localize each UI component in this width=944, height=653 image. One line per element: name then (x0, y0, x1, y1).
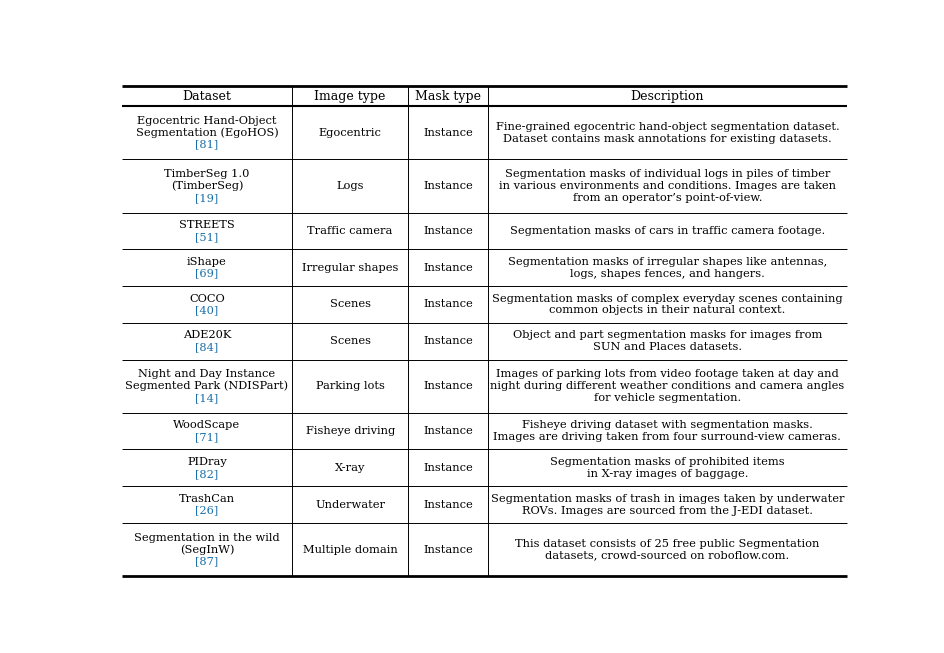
Text: in X-ray images of baggage.: in X-ray images of baggage. (586, 469, 748, 479)
Text: Segmentation masks of prohibited items: Segmentation masks of prohibited items (549, 457, 784, 467)
Text: TrashCan: TrashCan (178, 494, 235, 503)
Text: Instance: Instance (423, 181, 472, 191)
Text: common objects in their natural context.: common objects in their natural context. (548, 306, 784, 315)
Text: Mask type: Mask type (414, 89, 480, 103)
Text: Segmentation masks of cars in traffic camera footage.: Segmentation masks of cars in traffic ca… (509, 226, 824, 236)
Text: Scenes: Scenes (329, 300, 370, 310)
Text: Underwater: Underwater (315, 500, 385, 509)
Text: [87]: [87] (195, 556, 218, 566)
Text: Instance: Instance (423, 463, 472, 473)
Text: Logs: Logs (336, 181, 363, 191)
Text: Segmentation masks of irregular shapes like antennas,: Segmentation masks of irregular shapes l… (507, 257, 826, 267)
Text: [81]: [81] (195, 140, 218, 150)
Text: Fisheye driving: Fisheye driving (305, 426, 395, 436)
Text: datasets, crowd-sourced on roboflow.com.: datasets, crowd-sourced on roboflow.com. (545, 550, 788, 560)
Text: Instance: Instance (423, 381, 472, 391)
Text: Segmentation masks of trash in images taken by underwater: Segmentation masks of trash in images ta… (490, 494, 843, 503)
Text: Description: Description (630, 89, 703, 103)
Text: [26]: [26] (195, 505, 218, 515)
Text: iShape: iShape (187, 257, 227, 267)
Text: Instance: Instance (423, 263, 472, 273)
Text: SUN and Places datasets.: SUN and Places datasets. (592, 342, 741, 352)
Text: for vehicle segmentation.: for vehicle segmentation. (593, 393, 740, 403)
Text: Instance: Instance (423, 300, 472, 310)
Text: COCO: COCO (189, 294, 225, 304)
Text: Segmentation masks of individual logs in piles of timber: Segmentation masks of individual logs in… (504, 169, 829, 179)
Text: Images are driving taken from four surround-view cameras.: Images are driving taken from four surro… (493, 432, 840, 442)
Text: Instance: Instance (423, 226, 472, 236)
Text: Images of parking lots from video footage taken at day and: Images of parking lots from video footag… (496, 370, 838, 379)
Text: Instance: Instance (423, 545, 472, 554)
Text: Segmentation masks of complex everyday scenes containing: Segmentation masks of complex everyday s… (492, 294, 842, 304)
Text: night during different weather conditions and camera angles: night during different weather condition… (490, 381, 844, 391)
Text: Instance: Instance (423, 336, 472, 346)
Text: Night and Day Instance: Night and Day Instance (138, 370, 276, 379)
Text: Instance: Instance (423, 426, 472, 436)
Text: Instance: Instance (423, 500, 472, 509)
Text: WoodScape: WoodScape (174, 421, 241, 430)
Text: [82]: [82] (195, 469, 218, 479)
Text: Irregular shapes: Irregular shapes (302, 263, 398, 273)
Text: TimberSeg 1.0: TimberSeg 1.0 (164, 169, 249, 179)
Text: Egocentric: Egocentric (318, 128, 381, 138)
Text: from an operator’s point-of-view.: from an operator’s point-of-view. (572, 193, 761, 203)
Text: [14]: [14] (195, 393, 218, 403)
Text: X-ray: X-ray (334, 463, 365, 473)
Text: Dataset contains mask annotations for existing datasets.: Dataset contains mask annotations for ex… (502, 134, 831, 144)
Text: Instance: Instance (423, 128, 472, 138)
Text: Dataset: Dataset (182, 89, 231, 103)
Text: Segmented Park (NDISPart): Segmented Park (NDISPart) (126, 381, 288, 391)
Text: Fine-grained egocentric hand-object segmentation dataset.: Fine-grained egocentric hand-object segm… (495, 122, 838, 132)
Text: (SegInW): (SegInW) (179, 545, 234, 555)
Text: STREETS: STREETS (179, 220, 235, 230)
Text: Multiple domain: Multiple domain (302, 545, 397, 554)
Text: [71]: [71] (195, 432, 218, 442)
Text: in various environments and conditions. Images are taken: in various environments and conditions. … (498, 181, 835, 191)
Text: Traffic camera: Traffic camera (307, 226, 393, 236)
Text: [19]: [19] (195, 193, 218, 203)
Text: Fisheye driving dataset with segmentation masks.: Fisheye driving dataset with segmentatio… (521, 421, 812, 430)
Text: Parking lots: Parking lots (315, 381, 384, 391)
Text: ROVs. Images are sourced from the J-EDI dataset.: ROVs. Images are sourced from the J-EDI … (521, 505, 812, 515)
Text: Object and part segmentation masks for images from: Object and part segmentation masks for i… (513, 330, 821, 340)
Text: [51]: [51] (195, 232, 218, 242)
Text: (TimberSeg): (TimberSeg) (171, 181, 243, 191)
Text: [40]: [40] (195, 306, 218, 315)
Text: [84]: [84] (195, 342, 218, 352)
Text: [69]: [69] (195, 268, 218, 279)
Text: Image type: Image type (314, 89, 385, 103)
Text: Egocentric Hand-Object: Egocentric Hand-Object (137, 116, 277, 126)
Text: ADE20K: ADE20K (182, 330, 231, 340)
Text: This dataset consists of 25 free public Segmentation: This dataset consists of 25 free public … (514, 539, 818, 549)
Text: Segmentation in the wild: Segmentation in the wild (134, 533, 279, 543)
Text: logs, shapes fences, and hangers.: logs, shapes fences, and hangers. (569, 268, 764, 279)
Text: Scenes: Scenes (329, 336, 370, 346)
Text: Segmentation (EgoHOS): Segmentation (EgoHOS) (135, 127, 278, 138)
Text: PIDray: PIDray (187, 457, 227, 467)
